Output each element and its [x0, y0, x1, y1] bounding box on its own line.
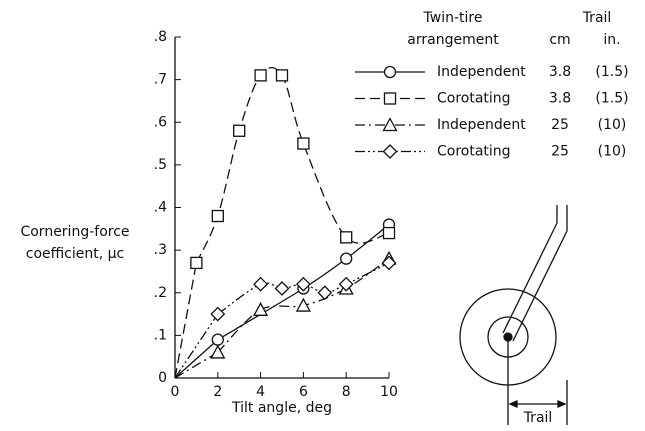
marker — [384, 119, 397, 131]
marker — [341, 232, 352, 243]
y-tick-label: .2 — [154, 285, 167, 301]
legend-label: Corotating — [437, 144, 511, 160]
x-axis-label: Tilt angle, deg — [231, 400, 332, 416]
origin-lead — [175, 352, 218, 378]
series-line — [196, 68, 389, 263]
marker — [277, 70, 288, 81]
legend-trail-in: (1.5) — [595, 64, 628, 80]
x-tick-label: 2 — [213, 384, 222, 400]
x-tick-label: 10 — [380, 384, 398, 400]
marker — [212, 334, 223, 345]
marker — [255, 70, 266, 81]
legend-trail-in: (10) — [598, 144, 627, 160]
legend-label: Independent — [437, 64, 526, 80]
marker — [341, 253, 352, 264]
y-tick-label: .5 — [154, 157, 167, 173]
marker — [340, 278, 353, 291]
legend-label: Independent — [437, 117, 526, 133]
marker — [318, 286, 331, 299]
legend-header: Twin-tire — [423, 10, 483, 26]
chart: Trail Twin-tire arrangement Trail cm in.… — [0, 0, 645, 431]
annotation: Trail — [523, 410, 553, 426]
marker — [234, 125, 245, 136]
legend-header: arrangement — [407, 32, 499, 48]
y-axis-label: Cornering-force — [20, 224, 129, 240]
legend-label: Corotating — [437, 91, 511, 107]
legend-trail-in: (1.5) — [595, 91, 628, 107]
marker — [254, 303, 267, 315]
y-tick-label: .7 — [154, 72, 167, 88]
legend-trail-cm: 25 — [551, 144, 569, 160]
legend-trail-in: (10) — [598, 117, 627, 133]
marker — [385, 93, 396, 104]
x-tick-label: 4 — [256, 384, 265, 400]
marker — [254, 278, 267, 291]
marker — [212, 211, 223, 222]
marker — [297, 299, 310, 311]
y-tick-label: 0 — [158, 370, 167, 386]
legend-header: cm — [549, 32, 570, 48]
legend-trail-cm: 3.8 — [549, 91, 571, 107]
y-tick-label: .1 — [154, 327, 167, 343]
marker — [211, 308, 224, 321]
marker — [385, 67, 396, 78]
marker — [276, 282, 289, 295]
y-tick-label: .6 — [154, 114, 167, 130]
y-tick-label: .3 — [154, 242, 167, 258]
marker — [384, 145, 397, 158]
marker — [384, 228, 395, 239]
marker — [383, 256, 396, 269]
x-tick-label: 0 — [171, 384, 180, 400]
legend-header: Trail — [582, 10, 612, 26]
legend-header: in. — [603, 32, 620, 48]
y-tick-label: .8 — [154, 29, 167, 45]
origin-lead — [175, 263, 196, 378]
legend-trail-cm: 3.8 — [549, 64, 571, 80]
y-tick-label: .4 — [154, 200, 167, 216]
legend-trail-cm: 25 — [551, 117, 569, 133]
x-tick-label: 8 — [342, 384, 351, 400]
marker — [298, 138, 309, 149]
wheel-diagram — [460, 205, 567, 425]
x-tick-label: 6 — [299, 384, 308, 400]
marker — [191, 257, 202, 268]
y-axis-label: coefficient, μc — [26, 246, 124, 262]
